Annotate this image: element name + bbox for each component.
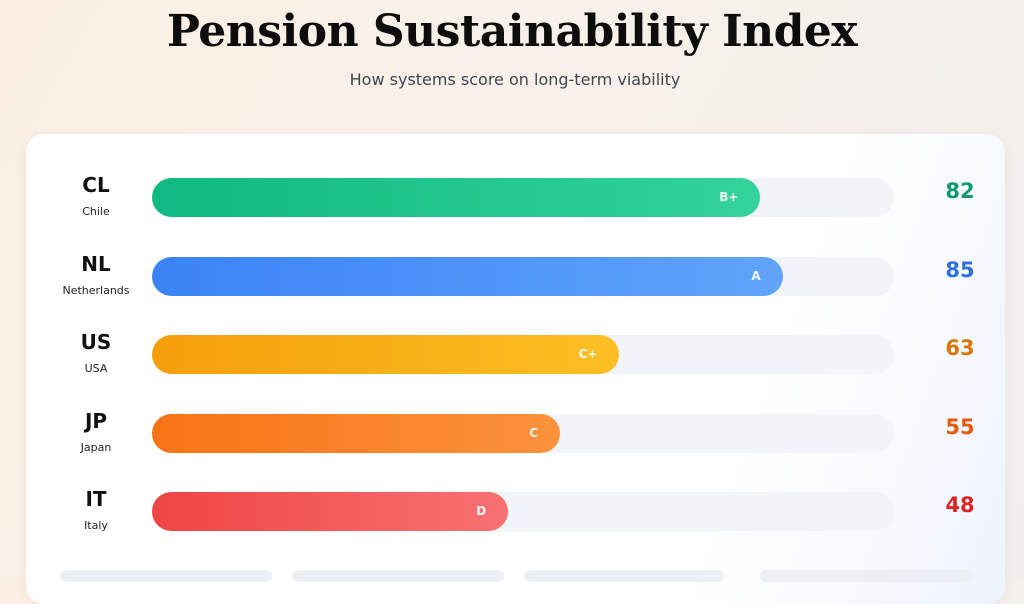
grade-label: A [751,268,761,283]
page-subtitle: How systems score on long-term viability [349,70,681,89]
score-value: 63 [945,336,975,360]
country-name-label: Netherlands [62,283,130,297]
bar-track: A [152,256,894,296]
grade-label: D [476,504,487,518]
grade-label: B+ [719,190,739,204]
bar-row-jp: JP Japan C 55 [26,409,1005,469]
chart-card: CL Chile B+ 82 NL Netherlands A 85 US USA C+ 63 JP Ja… [26,134,1005,604]
country-code-label: US [80,330,112,354]
bar-fill-cl: B+ [152,178,761,217]
bottom-tab-strip [0,570,1024,582]
country-name-label: USA [84,362,108,375]
bar-track: C [152,413,894,453]
country-code-label: JP [84,408,108,433]
country-name-label: Japan [80,440,112,454]
country-name-label: Italy [84,519,108,532]
bar-track: B+ [152,178,894,217]
bar-fill-it: D [152,492,509,531]
bar-track: D [152,492,894,531]
bar-fill-nl: A [152,256,783,296]
grade-label: C [529,425,539,440]
score-value: 82 [945,179,975,203]
score-value: 48 [945,493,975,517]
bar-fill-jp: C [152,413,561,453]
bottom-tab[interactable] [292,570,504,582]
bottom-tab[interactable] [60,570,272,582]
bar-row-us: US USA C+ 63 [26,330,1005,390]
country-code-label: NL [81,251,111,276]
country-code-label: CL [82,173,110,197]
bar-row-it: IT Italy D 48 [26,487,1005,547]
score-value: 85 [945,257,975,282]
bar-track: C+ [152,335,894,374]
score-value: 55 [945,414,975,439]
bottom-tab[interactable] [760,570,972,582]
page-title: Pension Sustainability Index [166,6,858,57]
bar-row-nl: NL Netherlands A 85 [26,252,1005,312]
country-name-label: Chile [82,205,110,218]
bar-row-cl: CL Chile B+ 82 [26,173,1005,233]
grade-label: C+ [578,347,598,361]
bar-fill-us: C+ [152,335,620,374]
bottom-tab[interactable] [524,570,724,582]
country-code-label: IT [85,487,107,511]
